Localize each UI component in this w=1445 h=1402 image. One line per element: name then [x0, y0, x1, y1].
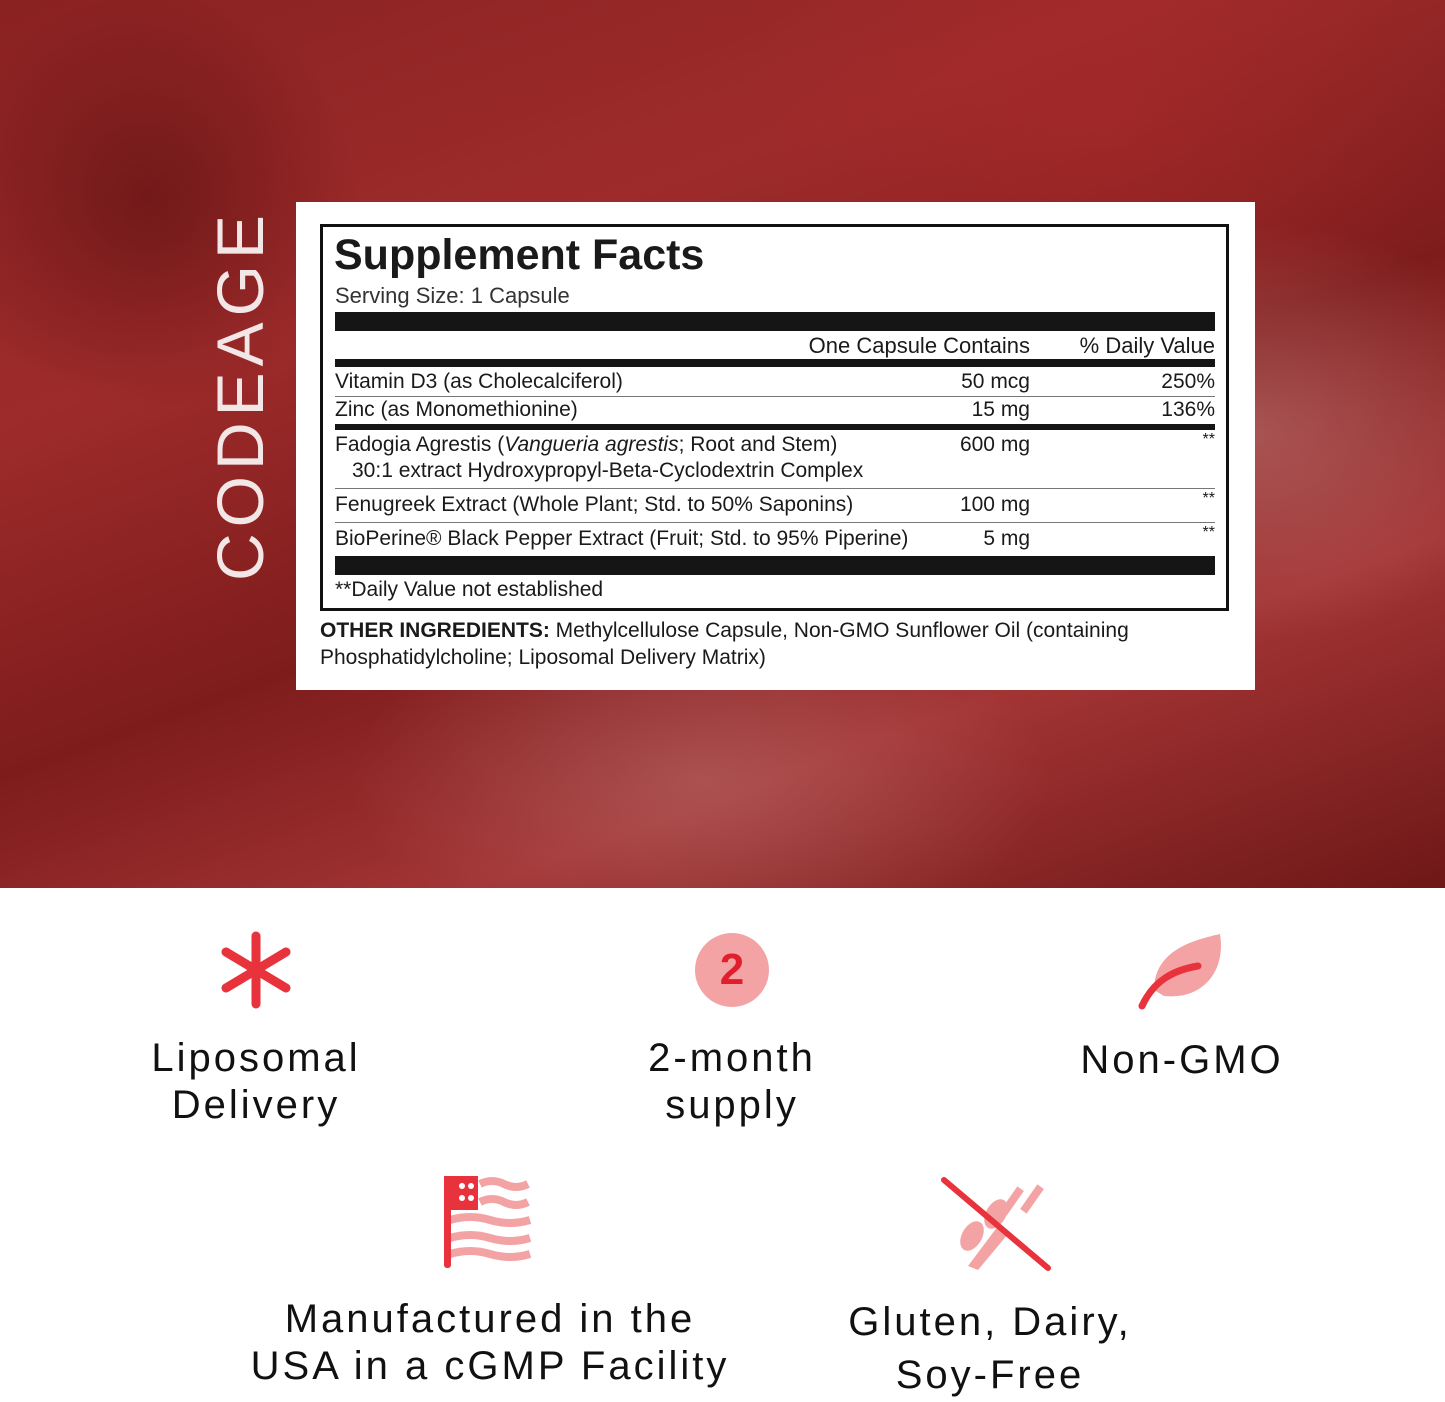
divider-bar: [335, 424, 1215, 430]
feature-label: 2-month: [648, 1036, 816, 1080]
feature-label: Liposomal: [151, 1036, 361, 1080]
asterisk-icon: [221, 931, 291, 1009]
supplement-facts-box: [320, 224, 1229, 611]
row-amount: 50 mcg: [961, 370, 1030, 393]
flag-icon: [444, 1176, 532, 1268]
divider-line: [335, 488, 1215, 489]
row-amount: 5 mg: [983, 527, 1030, 550]
feature-supply: 2-month supply: [648, 1035, 816, 1129]
no-wheat-icon: [941, 1177, 1051, 1271]
feature-label: Manufactured in the: [284, 1297, 696, 1341]
divider-line: [335, 522, 1215, 523]
leaf-icon: [1138, 934, 1221, 1010]
brand-logo: CODEAGE: [203, 208, 277, 582]
feature-label: Soy-Free: [895, 1353, 1085, 1397]
row-name-line2: 30:1 extract Hydroxypropyl-Beta-Cyclodex…: [352, 459, 864, 482]
other-ingredients: OTHER INGREDIENTS: Methylcellulose Capsu…: [320, 619, 1129, 643]
feature-label: supply: [665, 1083, 799, 1127]
row-amount: 100 mg: [959, 493, 1030, 516]
feature-manufactured: Manufactured in the USA in a cGMP Facilit…: [251, 1296, 730, 1390]
divider-line: [335, 396, 1215, 397]
row-name: Vitamin D3 (as Cholecalciferol): [335, 370, 623, 393]
row-name-italic: Vangueria agrestis: [504, 433, 679, 456]
feature-non-gmo: Non-GMO: [1080, 1037, 1283, 1084]
row-name-part: Fadogia Agrestis (: [335, 433, 505, 456]
facts-title: Supplement Facts: [334, 231, 705, 279]
other-ingredients-label: OTHER INGREDIENTS:: [320, 619, 550, 642]
divider-bar: [335, 556, 1215, 575]
feature-label: USA in a cGMP Facility: [250, 1344, 730, 1388]
row-name: Zinc (as Monomethionine): [335, 398, 578, 421]
feature-liposomal: Liposomal Delivery: [151, 1035, 360, 1129]
number-2-circle-icon: 2: [695, 933, 769, 1007]
feature-label: Non-GMO: [1080, 1038, 1284, 1082]
feature-allergen-free: Gluten, Dairy, Soy-Free: [848, 1296, 1132, 1402]
other-ingredients-text: Methylcellulose Capsule, Non-GMO Sunflow…: [549, 619, 1129, 642]
divider-bar: [335, 312, 1215, 331]
row-name: Fenugreek Extract (Whole Plant; Std. to …: [335, 493, 854, 516]
row-dv: **: [1202, 490, 1215, 507]
row-name-part: ; Root and Stem): [678, 433, 838, 456]
col-amount-header: One Capsule Contains: [808, 333, 1030, 358]
feature-label: Delivery: [171, 1083, 341, 1127]
row-amount: 600 mg: [959, 433, 1030, 456]
row-dv: **: [1202, 431, 1215, 448]
footnote: **Daily Value not established: [335, 578, 604, 601]
row-dv: 250%: [1161, 370, 1215, 393]
feature-label: Gluten, Dairy,: [848, 1300, 1132, 1344]
row-name: BioPerine® Black Pepper Extract (Fruit; …: [335, 527, 909, 550]
row-name: Fadogia Agrestis (Vangueria agrestis; Ro…: [335, 433, 837, 457]
serving-size: Serving Size: 1 Capsule: [335, 283, 570, 308]
other-ingredients-line2: Phosphatidylcholine; Liposomal Delivery …: [320, 646, 766, 669]
col-dv-header: % Daily Value: [1079, 333, 1215, 358]
row-dv: **: [1202, 524, 1215, 541]
divider-bar: [335, 359, 1215, 367]
row-dv: 136%: [1161, 398, 1215, 421]
row-amount: 15 mg: [971, 398, 1030, 421]
